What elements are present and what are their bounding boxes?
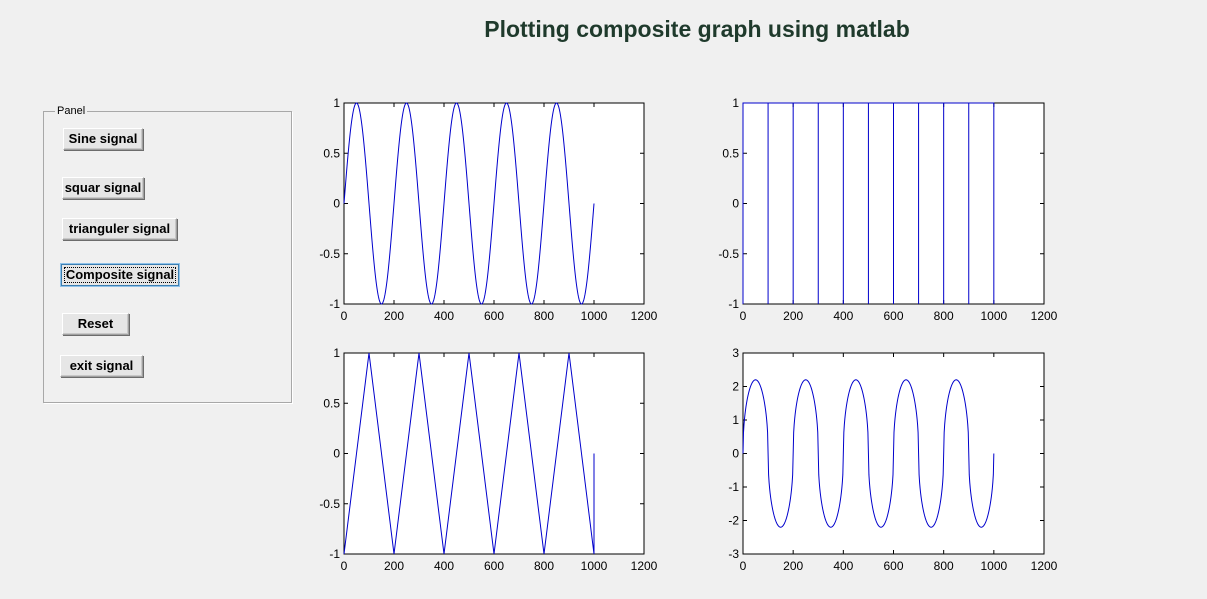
x-tick-label: 400: [833, 559, 853, 573]
y-tick-label: -2: [728, 514, 739, 528]
reset-button[interactable]: Reset: [62, 313, 129, 335]
y-tick-label: 1: [732, 96, 739, 110]
x-tick-label: 1000: [581, 559, 608, 573]
square-signal-button[interactable]: squar signal: [62, 177, 144, 199]
x-tick-label: 600: [883, 559, 903, 573]
chart-top-right: 0 200 400 600 800 1000 1200 -1 -0.5 0 0.5 1: [718, 96, 1057, 323]
x-tick-label: 600: [484, 559, 504, 573]
x-tick-label: 800: [934, 559, 954, 573]
square-signal-line: [742, 102, 995, 304]
x-tick-label: 0: [740, 309, 747, 323]
page-title: Plotting composite graph using matlab: [484, 16, 910, 42]
x-tick-label: 1200: [1031, 559, 1058, 573]
x-tick-label: 0: [740, 559, 747, 573]
y-tick-label: -1: [728, 480, 739, 494]
x-tick-label: 0: [341, 309, 348, 323]
chart-bottom-right: 0 200 400 600 800 1000 1200 -3 -2 -1 0 1 2 3: [728, 346, 1057, 573]
panel-label: Panel: [55, 105, 88, 118]
x-tick-label: 1000: [980, 559, 1007, 573]
y-tick-label: -1: [329, 547, 340, 561]
x-tick-label: 1200: [631, 309, 658, 323]
x-tick-label: 800: [534, 559, 554, 573]
y-tick-label: -0.5: [319, 497, 340, 511]
x-tick-label: 1200: [631, 559, 658, 573]
y-tick-label: -0.5: [319, 247, 340, 261]
x-tick-label: 800: [534, 309, 554, 323]
y-tick-label: 0: [732, 447, 739, 461]
y-tick-label: 0: [333, 447, 340, 461]
x-tick-label: 400: [434, 309, 454, 323]
composite-signal-button[interactable]: Composite signal: [61, 264, 179, 286]
x-tick-label: 200: [783, 309, 803, 323]
x-tick-label: 600: [484, 309, 504, 323]
y-tick-label: 0.5: [323, 146, 340, 160]
x-tick-label: 1200: [1031, 309, 1058, 323]
x-tick-label: 200: [783, 559, 803, 573]
y-tick-label: 3: [732, 346, 739, 360]
y-tick-label: -1: [329, 297, 340, 311]
y-tick-label: 0.5: [722, 146, 739, 160]
x-tick-label: 200: [384, 309, 404, 323]
y-tick-label: 1: [333, 346, 340, 360]
chart-bottom-left: 0 200 400 600 800 1000 1200 -1 -0.5 0 0.5 1: [319, 346, 657, 573]
y-tick-label: 2: [732, 380, 739, 394]
composite-signal-line: [742, 379, 995, 528]
y-tick-label: -3: [728, 547, 739, 561]
chart-top-left: 0 200 400 600 800 1000 1200 -1 -0.5 0 0.5 1: [319, 96, 657, 323]
triangle-signal-button[interactable]: trianguler signal: [62, 218, 177, 240]
x-tick-label: 600: [883, 309, 903, 323]
plot-axes: [343, 352, 645, 555]
triangle-signal-line: [343, 352, 595, 555]
y-tick-label: 1: [732, 413, 739, 427]
control-panel: Panel: [43, 105, 292, 403]
sine-signal-button[interactable]: Sine signal: [63, 128, 143, 150]
sine-signal-line: [343, 102, 595, 305]
x-tick-label: 400: [434, 559, 454, 573]
x-tick-label: 800: [934, 309, 954, 323]
x-tick-label: 400: [833, 309, 853, 323]
y-tick-label: 1: [333, 96, 340, 110]
x-tick-label: 1000: [581, 309, 608, 323]
y-tick-label: 0.5: [323, 396, 340, 410]
exit-signal-button[interactable]: exit signal: [60, 355, 143, 377]
y-tick-label: 0: [333, 197, 340, 211]
y-tick-label: -0.5: [718, 247, 739, 261]
y-tick-label: 0: [732, 197, 739, 211]
x-tick-label: 200: [384, 559, 404, 573]
y-tick-label: -1: [728, 297, 739, 311]
x-tick-label: 0: [341, 559, 348, 573]
x-tick-label: 1000: [980, 309, 1007, 323]
